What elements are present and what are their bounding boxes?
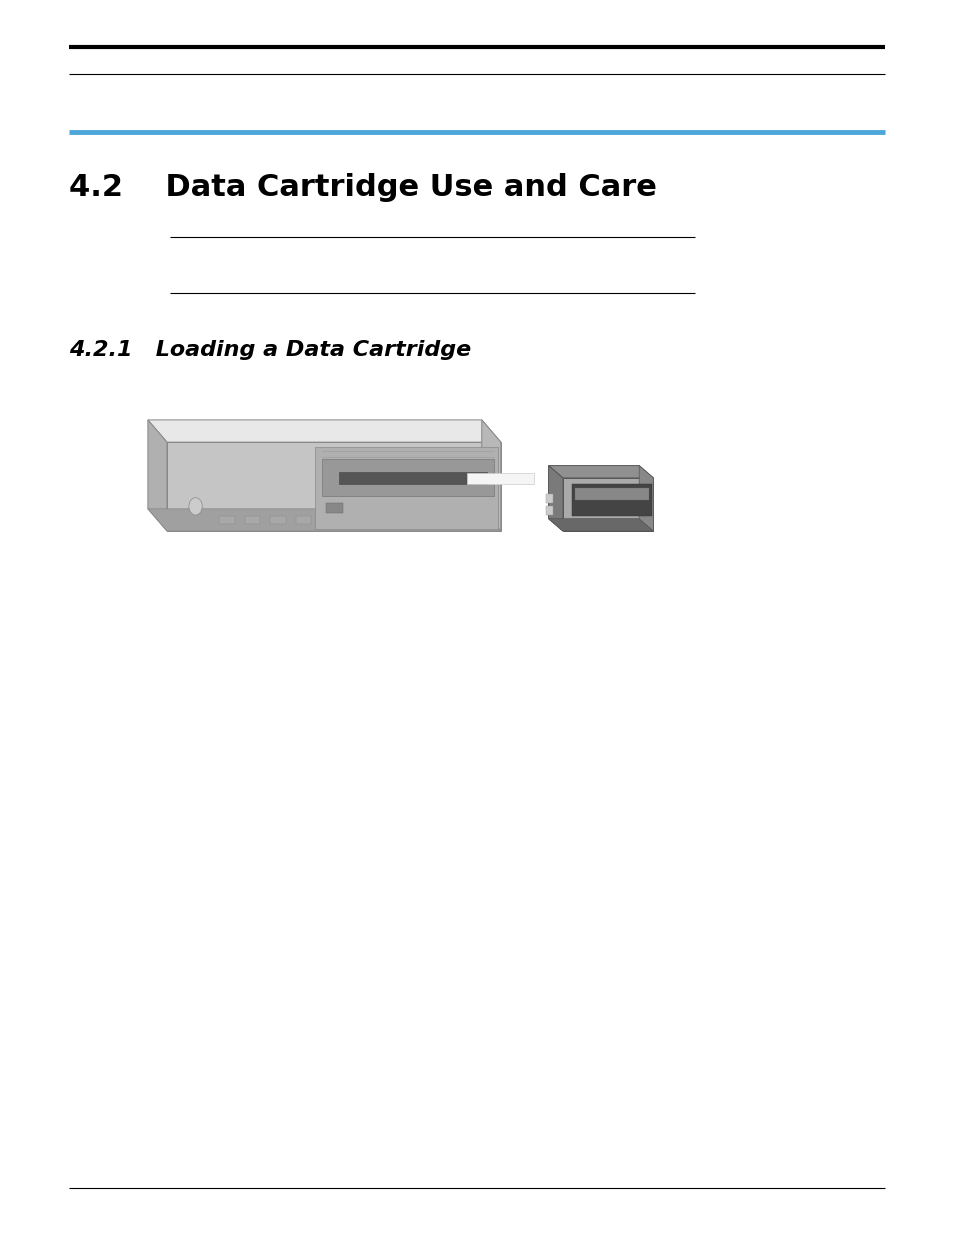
Polygon shape	[338, 472, 486, 484]
Polygon shape	[467, 473, 534, 484]
Polygon shape	[167, 442, 500, 531]
Polygon shape	[545, 494, 553, 503]
Polygon shape	[148, 420, 500, 442]
Polygon shape	[295, 516, 311, 524]
Polygon shape	[548, 466, 653, 478]
Polygon shape	[639, 466, 653, 531]
Polygon shape	[148, 509, 500, 531]
Polygon shape	[562, 478, 653, 531]
Polygon shape	[219, 516, 234, 524]
Polygon shape	[148, 420, 167, 531]
Text: 4.2    Data Cartridge Use and Care: 4.2 Data Cartridge Use and Care	[69, 173, 656, 201]
Polygon shape	[245, 516, 260, 524]
Polygon shape	[545, 506, 553, 515]
Polygon shape	[322, 459, 494, 496]
Polygon shape	[575, 488, 648, 500]
Text: 4.2.1   Loading a Data Cartridge: 4.2.1 Loading a Data Cartridge	[69, 340, 471, 359]
Polygon shape	[548, 519, 653, 531]
Polygon shape	[572, 484, 651, 516]
Polygon shape	[481, 420, 500, 531]
Polygon shape	[270, 516, 285, 524]
Polygon shape	[548, 466, 562, 531]
Polygon shape	[314, 447, 497, 529]
Circle shape	[189, 498, 202, 515]
Polygon shape	[326, 503, 343, 513]
